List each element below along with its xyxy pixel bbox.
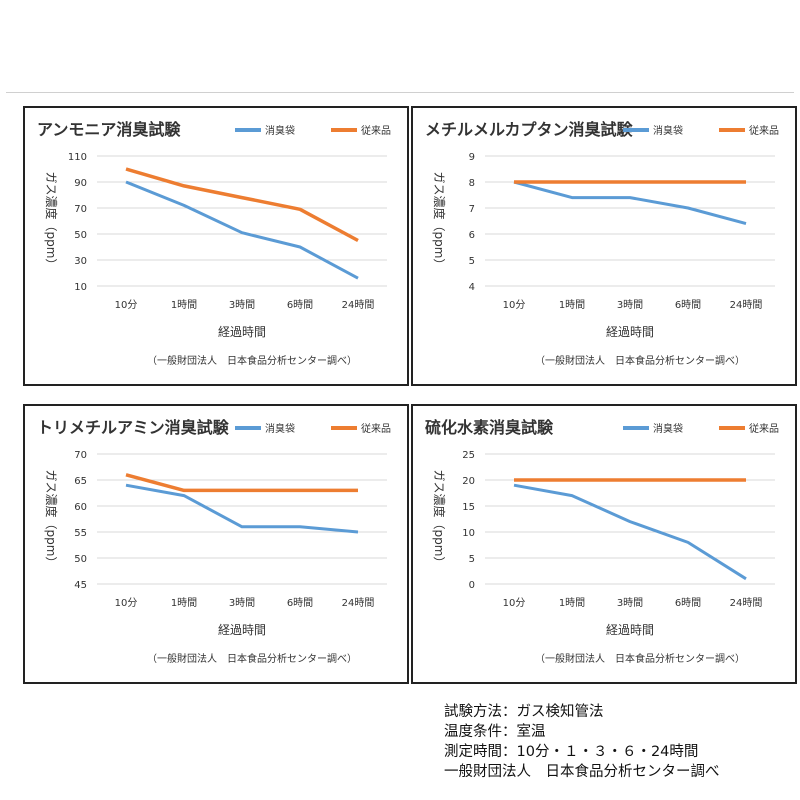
y-tick-label: 10 bbox=[74, 282, 87, 293]
y-tick-label: 30 bbox=[74, 256, 87, 267]
x-tick-label: 24時間 bbox=[342, 299, 375, 311]
chart-title: アンモニア消臭試験 bbox=[37, 120, 181, 139]
chart-panel-methyl-mercaptan: メチルメルカプタン消臭試験 消臭袋 従来品 4 5 6 7 8 9 10分 1時間 3時間 6時間 24時… bbox=[411, 106, 797, 386]
y-tick-label: 50 bbox=[74, 554, 87, 565]
legend-label-deodorant-bag: 消臭袋 bbox=[265, 124, 295, 137]
x-tick-label: 1時間 bbox=[171, 299, 197, 311]
legend-label-deodorant-bag: 消臭袋 bbox=[653, 124, 683, 137]
y-tick-label: 8 bbox=[469, 178, 475, 189]
y-tick-label: 6 bbox=[469, 230, 475, 241]
chart-svg: メチルメルカプタン消臭試験 消臭袋 従来品 4 5 6 7 8 9 10分 1時間 3時間 6時間 24時… bbox=[425, 120, 779, 367]
x-tick-label: 6時間 bbox=[675, 299, 701, 311]
y-tick-label: 0 bbox=[469, 580, 475, 591]
chart-title: 硫化水素消臭試験 bbox=[425, 418, 554, 437]
chart-panel-hydrogen-sulfide: 硫化水素消臭試験 消臭袋 従来品 0 5 10 15 20 25 10分 1時間 3時間 6時間 24時間… bbox=[411, 404, 797, 684]
x-tick-label: 3時間 bbox=[229, 597, 255, 609]
x-tick-label: 24時間 bbox=[342, 597, 375, 609]
x-tick-label: 10分 bbox=[115, 299, 138, 311]
x-axis-title: 経過時間 bbox=[606, 325, 654, 339]
y-tick-label: 7 bbox=[469, 204, 475, 215]
y-axis-title: ガス濃度（ppm） bbox=[432, 470, 447, 569]
chart-svg: トリメチルアミン消臭試験 消臭袋 従来品 45 50 55 60 65 70 10分 1時間 3時間 6… bbox=[37, 418, 391, 665]
x-tick-label: 1時間 bbox=[171, 597, 197, 609]
chart-title: トリメチルアミン消臭試験 bbox=[37, 418, 230, 437]
test-conditions: 試験方法：ガス検知管法 温度条件：室温 測定時間：10分・１・３・６・24時間 … bbox=[444, 702, 720, 782]
x-axis-title: 経過時間 bbox=[218, 623, 266, 637]
source-note: （一般財団法人 日本食品分析センター調べ） bbox=[535, 354, 745, 367]
y-tick-label: 45 bbox=[74, 580, 87, 591]
x-tick-label: 6時間 bbox=[287, 299, 313, 311]
series-line-conventional bbox=[125, 473, 358, 493]
x-tick-label: 3時間 bbox=[617, 299, 643, 311]
x-tick-label: 6時間 bbox=[675, 597, 701, 609]
source-note: （一般財団法人 日本食品分析センター調べ） bbox=[147, 354, 357, 367]
x-tick-label: 10分 bbox=[115, 597, 138, 609]
legend-label-conventional: 従来品 bbox=[361, 124, 391, 137]
y-tick-label: 90 bbox=[74, 178, 87, 189]
y-tick-label: 65 bbox=[74, 476, 87, 487]
legend-label-conventional: 従来品 bbox=[361, 422, 391, 435]
x-axis-title: 経過時間 bbox=[218, 325, 266, 339]
legend-label-conventional: 従来品 bbox=[749, 422, 779, 435]
y-tick-label: 25 bbox=[462, 450, 475, 461]
x-tick-label: 1時間 bbox=[559, 299, 585, 311]
temperature-text: 温度条件：室温 bbox=[444, 724, 546, 740]
source-note: （一般財団法人 日本食品分析センター調べ） bbox=[147, 652, 357, 665]
y-axis-title: ガス濃度（ppm） bbox=[44, 172, 59, 271]
chart-svg: 硫化水素消臭試験 消臭袋 従来品 0 5 10 15 20 25 10分 1時間 3時間 6時間 24時間… bbox=[425, 418, 779, 665]
y-tick-label: 9 bbox=[469, 152, 475, 163]
series-line-deodorant-bag bbox=[513, 483, 747, 581]
chart-panel-ammonia: アンモニア消臭試験 消臭袋 従来品 10 30 50 70 90 110 10分 1時間 3時間 6時間… bbox=[23, 106, 409, 386]
y-tick-label: 15 bbox=[462, 502, 475, 513]
x-tick-label: 24時間 bbox=[730, 299, 763, 311]
x-tick-label: 6時間 bbox=[287, 597, 313, 609]
y-axis-title: ガス濃度（ppm） bbox=[44, 470, 59, 569]
y-tick-label: 60 bbox=[74, 502, 87, 513]
y-tick-label: 10 bbox=[462, 528, 475, 539]
x-tick-label: 3時間 bbox=[617, 597, 643, 609]
legend-label-deodorant-bag: 消臭袋 bbox=[653, 422, 683, 435]
y-tick-label: 50 bbox=[74, 230, 87, 241]
y-axis-title: ガス濃度（ppm） bbox=[432, 172, 447, 271]
legend-label-conventional: 従来品 bbox=[749, 124, 779, 137]
x-tick-label: 3時間 bbox=[229, 299, 255, 311]
series-line-deodorant-bag bbox=[125, 483, 359, 534]
chart-svg: アンモニア消臭試験 消臭袋 従来品 10 30 50 70 90 110 10分 1時間 3時間 6時間… bbox=[37, 120, 391, 367]
test-method-text: 試験方法：ガス検知管法 bbox=[444, 704, 604, 720]
y-tick-label: 55 bbox=[74, 528, 87, 539]
y-tick-label: 70 bbox=[74, 204, 87, 215]
x-axis-title: 経過時間 bbox=[606, 623, 654, 637]
series-line-deodorant-bag bbox=[125, 180, 359, 280]
x-tick-label: 10分 bbox=[503, 299, 526, 311]
measurement-times-text: 測定時間：10分・１・３・６・24時間 bbox=[444, 744, 699, 760]
y-tick-label: 70 bbox=[74, 450, 87, 461]
top-divider bbox=[6, 92, 794, 93]
chart-title: メチルメルカプタン消臭試験 bbox=[425, 120, 634, 139]
chart-panel-trimethylamine: トリメチルアミン消臭試験 消臭袋 従来品 45 50 55 60 65 70 10分 1時間 3時間 6… bbox=[23, 404, 409, 684]
organization-text: 一般財団法人 日本食品分析センター調べ bbox=[444, 764, 720, 780]
series-line-deodorant-bag bbox=[513, 180, 747, 226]
y-tick-label: 110 bbox=[68, 152, 87, 163]
y-tick-label: 20 bbox=[462, 476, 475, 487]
source-note: （一般財団法人 日本食品分析センター調べ） bbox=[535, 652, 745, 665]
x-tick-label: 10分 bbox=[503, 597, 526, 609]
series-line-conventional bbox=[125, 167, 359, 243]
y-tick-label: 4 bbox=[469, 282, 475, 293]
y-tick-label: 5 bbox=[469, 256, 475, 267]
x-tick-label: 24時間 bbox=[730, 597, 763, 609]
x-tick-label: 1時間 bbox=[559, 597, 585, 609]
y-tick-label: 5 bbox=[469, 554, 475, 565]
legend-label-deodorant-bag: 消臭袋 bbox=[265, 422, 295, 435]
